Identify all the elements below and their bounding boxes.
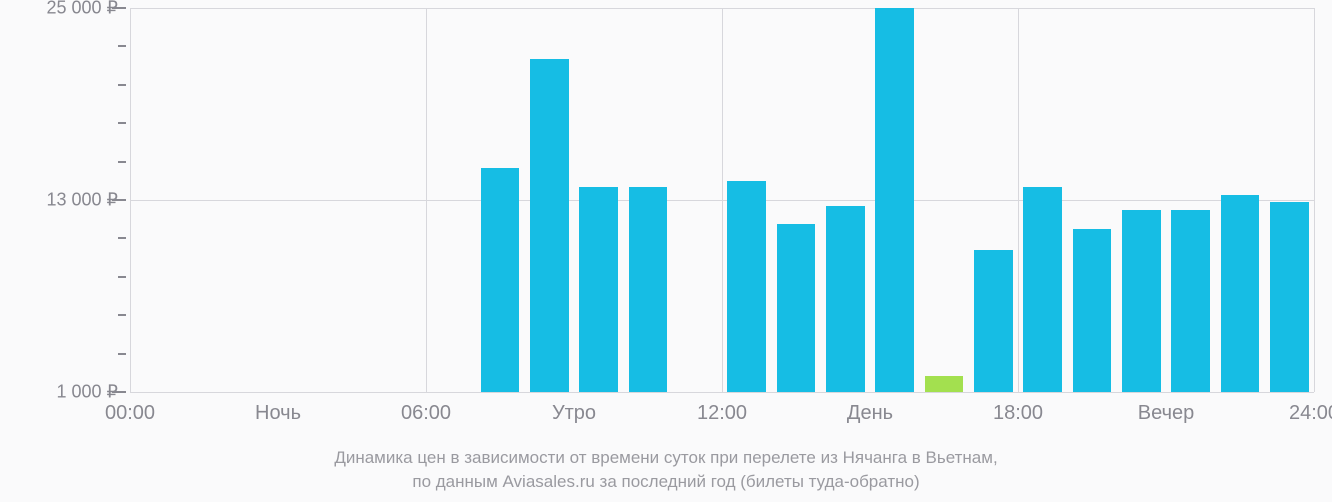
- x-axis-label: Ночь: [255, 402, 301, 425]
- plot-area: [130, 8, 1314, 392]
- y-tick-minor: [118, 314, 126, 316]
- price-bar: [1270, 202, 1308, 392]
- y-tick-minor: [118, 45, 126, 47]
- price-bar: [1171, 210, 1209, 392]
- price-bar: [1122, 210, 1160, 392]
- chart-caption-line1: Динамика цен в зависимости от времени су…: [0, 448, 1332, 468]
- price-bar: [579, 187, 617, 392]
- y-tick-minor: [118, 276, 126, 278]
- y-axis-label: 1 000 ₽: [57, 382, 119, 403]
- price-bar: [925, 376, 963, 392]
- gridline-v: [130, 8, 131, 392]
- price-bar: [1073, 229, 1111, 392]
- price-bar: [777, 224, 815, 392]
- price-by-hour-chart: 25 000 ₽ 13 000 ₽ 1 000 ₽ 00:00 Ночь 06:00 Ут…: [0, 0, 1332, 502]
- x-axis-label: 06:00: [401, 402, 451, 425]
- price-bar: [481, 168, 519, 392]
- x-axis-label: Утро: [552, 402, 596, 425]
- gridline-v: [1018, 8, 1019, 392]
- chart-caption-line2: по данным Aviasales.ru за последний год …: [0, 472, 1332, 492]
- x-axis-label: День: [847, 402, 893, 425]
- x-axis-label: 00:00: [105, 402, 155, 425]
- y-axis-label: 25 000 ₽: [46, 0, 118, 19]
- x-axis-label: 24:00: [1289, 402, 1332, 425]
- x-axis-label: Вечер: [1138, 402, 1194, 425]
- price-bar: [1023, 187, 1061, 392]
- y-tick-minor: [118, 237, 126, 239]
- gridline-h: [130, 392, 1314, 393]
- gridline-v: [722, 8, 723, 392]
- price-bar: [875, 8, 913, 392]
- price-bar: [974, 250, 1012, 392]
- x-axis-label: 18:00: [993, 402, 1043, 425]
- gridline-v: [426, 8, 427, 392]
- y-tick-minor: [118, 122, 126, 124]
- y-tick-minor: [118, 353, 126, 355]
- price-bar: [1221, 195, 1259, 392]
- price-bar: [629, 187, 667, 392]
- price-bar: [826, 206, 864, 392]
- y-tick-minor: [118, 161, 126, 163]
- gridline-v: [1314, 8, 1315, 392]
- y-tick-minor: [118, 84, 126, 86]
- y-axis-label: 13 000 ₽: [46, 190, 118, 211]
- price-bar: [727, 181, 765, 392]
- price-bar: [530, 59, 568, 392]
- x-axis-label: 12:00: [697, 402, 747, 425]
